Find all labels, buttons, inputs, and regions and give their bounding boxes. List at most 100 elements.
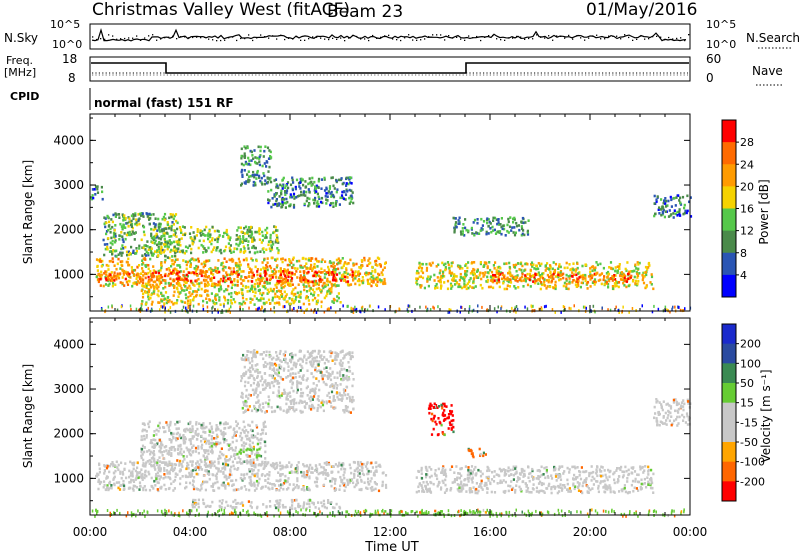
heatmap-cell: [156, 471, 159, 474]
heatmap-cell: [258, 160, 261, 163]
heatmap-cell: [92, 196, 95, 200]
heatmap-cell: [132, 487, 135, 490]
heatmap-cell: [313, 480, 317, 484]
noise-search-dot: [456, 36, 458, 38]
heatmap-cell: [281, 203, 284, 207]
heatmap-cell: [276, 264, 279, 267]
heatmap-cell: [163, 227, 166, 231]
heatmap-cell: [485, 483, 488, 487]
heatmap-cell: [230, 270, 233, 274]
heatmap-cell: [255, 259, 258, 263]
heatmap-cell: [465, 287, 468, 291]
heatmap-cell: [190, 251, 193, 255]
heatmap-cell: [330, 470, 333, 474]
heatmap-cell: [302, 183, 305, 187]
heatmap-cell: [327, 307, 330, 311]
noise-search-dot: [112, 35, 114, 37]
heatmap-cell: [320, 300, 323, 304]
heatmap-cell: [269, 249, 272, 253]
heatmap-cell: [532, 280, 535, 283]
heatmap-cell: [315, 282, 318, 285]
heatmap-cell: [179, 468, 182, 471]
heatmap-cell: [160, 261, 163, 265]
heatmap-cell: [428, 278, 431, 281]
heatmap-cell: [366, 480, 370, 484]
heatmap-cell: [238, 267, 241, 271]
heatmap-cell: [258, 278, 261, 282]
noise-search-dot: [216, 40, 218, 42]
heatmap-cell: [166, 221, 169, 224]
heatmap-cell: [335, 273, 339, 276]
heatmap-cell: [370, 489, 373, 492]
heatmap-cell: [284, 295, 287, 298]
heatmap-cell: [471, 261, 474, 264]
heatmap-cell: [197, 246, 200, 250]
heatmap-cell: [251, 259, 254, 262]
heatmap-cell: [352, 307, 354, 311]
heatmap-cell: [529, 285, 532, 288]
heatmap-cell: [378, 273, 381, 277]
heatmap-cell: [314, 283, 317, 286]
heatmap-cell: [257, 481, 260, 485]
heatmap-cell: [167, 300, 170, 304]
heatmap-cell: [184, 293, 187, 296]
heatmap-cell: [284, 186, 287, 189]
heatmap-cell: [640, 487, 643, 490]
heatmap-cell: [347, 262, 350, 265]
heatmap-cell: [221, 467, 224, 470]
heatmap-cell: [308, 197, 311, 201]
heatmap-cell: [460, 474, 463, 478]
heatmap-cell: [210, 279, 213, 282]
heatmap-cell: [196, 267, 199, 271]
heatmap-cell: [524, 275, 527, 279]
heatmap-cell: [340, 276, 343, 280]
heatmap-cell: [444, 472, 447, 476]
heatmap-cell: [489, 227, 492, 230]
heatmap-cell: [518, 485, 521, 489]
noise-search-dot: [92, 36, 94, 38]
heatmap-cell: [121, 260, 124, 263]
heatmap-cell: [200, 281, 203, 285]
heatmap-cell: [341, 257, 344, 260]
heatmap-cell: [441, 272, 445, 275]
heatmap-cell: [239, 305, 241, 309]
heatmap-cell: [173, 478, 177, 482]
heatmap-cell: [240, 486, 243, 489]
noise-search-dot: [208, 38, 210, 40]
heatmap-cell: [275, 234, 278, 237]
heatmap-cell: [537, 282, 540, 285]
heatmap-cell: [127, 216, 130, 219]
heatmap-cell: [425, 266, 429, 270]
heatmap-cell: [288, 284, 291, 287]
heatmap-cell: [211, 310, 213, 314]
heatmap-cell: [472, 280, 475, 283]
heatmap-cell: [681, 195, 685, 199]
heatmap-cell: [512, 231, 515, 234]
heatmap-cell: [158, 251, 162, 254]
heatmap-cell: [674, 212, 677, 216]
heatmap-cell: [429, 275, 432, 279]
heatmap-cell: [286, 310, 288, 314]
heatmap-cell: [657, 208, 660, 211]
heatmap-cell: [636, 272, 639, 276]
heatmap-cell: [159, 469, 162, 473]
heatmap-cell: [346, 283, 350, 286]
heatmap-cell: [217, 287, 221, 291]
heatmap-cell: [299, 279, 302, 282]
heatmap-cell: [168, 225, 171, 229]
heatmap-cell: [281, 467, 284, 470]
heatmap-cell: [332, 194, 335, 198]
heatmap-cell: [513, 218, 516, 221]
heatmap-cell: [254, 288, 257, 291]
heatmap-cell: [279, 273, 282, 277]
heatmap-cell: [175, 268, 178, 271]
heatmap-cell: [371, 466, 374, 469]
heatmap-cell: [540, 473, 543, 477]
heatmap-cell: [329, 203, 332, 207]
heatmap-cell: [297, 486, 300, 490]
heatmap-cell: [256, 273, 259, 277]
heatmap-cell: [282, 272, 285, 276]
heatmap-cell: [463, 280, 466, 283]
heatmap-cell: [591, 269, 594, 272]
heatmap-cell: [195, 234, 198, 237]
